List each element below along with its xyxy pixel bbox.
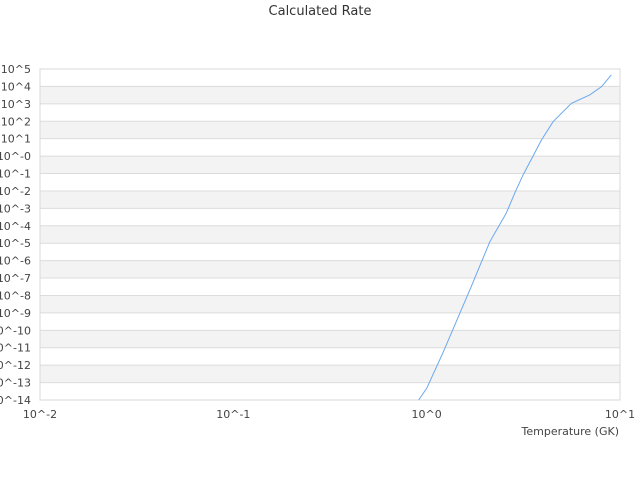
- y-tick-label: 10^4: [1, 80, 31, 93]
- grid-band: [40, 190, 620, 209]
- y-tick-label: 10^-5: [0, 237, 31, 250]
- x-axis-label: Temperature (GK): [521, 425, 620, 438]
- x-tick-label: 10^1: [605, 408, 635, 421]
- y-tick-label: 10^-0: [0, 150, 31, 163]
- y-tick-label: 10^-6: [0, 255, 31, 268]
- y-tick-label: 10^2: [1, 115, 31, 128]
- y-tick-label: 10^-8: [0, 289, 31, 302]
- grid-band: [40, 86, 620, 104]
- y-tick-label: 10^-7: [0, 272, 31, 285]
- grid-band: [40, 295, 620, 313]
- x-tick-label: 10^-2: [23, 408, 57, 421]
- grid-band: [40, 225, 620, 244]
- y-tick-label: 10^-3: [0, 202, 31, 215]
- y-tick-label: 10^5: [1, 63, 31, 76]
- grid-band: [40, 330, 620, 348]
- y-tick-label: 10^-2: [0, 185, 31, 198]
- y-tick-label: 10^-14: [0, 394, 31, 407]
- grid-band: [40, 260, 620, 279]
- y-tick-label: 10^-9: [0, 307, 31, 320]
- y-tick-label: 10^-1: [0, 168, 31, 181]
- grid-band: [40, 156, 620, 174]
- y-tick-label: 10^-11: [0, 342, 31, 355]
- y-tick-label: 10^3: [1, 98, 31, 111]
- series-line: [418, 74, 612, 401]
- y-tick-label: 10^-13: [0, 377, 31, 390]
- plot-frame: [39, 68, 621, 401]
- x-tick-label: 10^0: [412, 408, 442, 421]
- x-tick-label: 10^-1: [216, 408, 250, 421]
- y-tick-label: 10^-4: [0, 220, 31, 233]
- y-tick-label: 10^-12: [0, 359, 31, 372]
- grid-band: [40, 121, 620, 139]
- y-tick-label: 10^-10: [0, 324, 31, 337]
- grid-band: [40, 365, 620, 383]
- y-tick-label: 10^1: [1, 133, 31, 146]
- chart-title: Calculated Rate: [268, 4, 372, 19]
